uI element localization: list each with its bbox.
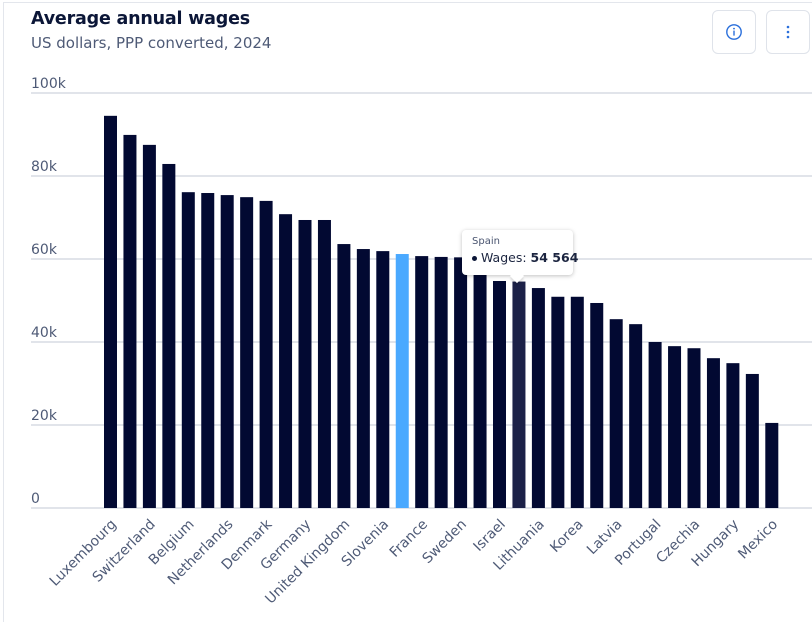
x-axis-labels: LuxembourgSwitzerlandBelgiumNetherlandsD… [47, 516, 781, 607]
chart-title: Average annual wages [31, 9, 250, 29]
bar-mexico[interactable] [765, 422, 779, 508]
y-tick-label: 0 [31, 491, 40, 507]
bar-sweden[interactable] [454, 257, 468, 508]
tooltip-country: Spain [472, 236, 500, 247]
tooltip: Spain Wages: 54 564 [462, 230, 578, 275]
tooltip-series-label: Wages: [481, 250, 531, 265]
more-vertical-icon [786, 25, 790, 39]
y-axis-ticks: 0 20k 40k 60k 80k 100k [31, 76, 67, 507]
x-tick-label: Luxembourg [47, 517, 120, 590]
bar-switzerland[interactable] [142, 144, 156, 508]
bar[interactable] [317, 219, 331, 509]
more-options-button[interactable] [766, 10, 810, 54]
bar-belgium[interactable] [181, 192, 195, 508]
y-tick-label: 20k [31, 408, 58, 424]
bars [104, 115, 779, 509]
bar[interactable] [745, 373, 759, 508]
bar[interactable] [473, 267, 487, 508]
x-tick-label: Mexico [735, 517, 781, 563]
bar[interactable] [356, 249, 370, 509]
info-icon [726, 24, 742, 40]
bar-israel[interactable] [493, 280, 506, 508]
tooltip-value-line: Wages: 54 564 [472, 250, 578, 265]
bar-slovenia[interactable] [376, 251, 390, 509]
bar-spain[interactable] [512, 281, 526, 508]
bar-hungary[interactable] [726, 363, 740, 508]
tooltip-value: 54 564 [530, 250, 579, 265]
bar-france[interactable] [415, 256, 429, 508]
series-marker-icon [472, 256, 477, 261]
bar-korea[interactable] [570, 296, 584, 508]
info-button[interactable] [712, 10, 756, 54]
bar[interactable] [668, 346, 682, 508]
chart-card [3, 2, 812, 622]
bar[interactable] [629, 324, 643, 508]
y-tick-label: 100k [31, 76, 67, 92]
bar[interactable] [279, 214, 293, 508]
bar-luxembourg[interactable] [104, 115, 117, 508]
bar-netherlands[interactable] [220, 195, 234, 508]
bar-czechia[interactable] [687, 348, 701, 508]
bar[interactable] [123, 134, 137, 509]
bar[interactable] [240, 197, 254, 509]
bar[interactable] [201, 193, 215, 508]
x-tick-label: Korea [547, 517, 586, 556]
bar[interactable] [434, 256, 448, 508]
bar[interactable] [395, 254, 409, 508]
bar-latvia[interactable] [609, 319, 623, 508]
chart-subtitle: US dollars, PPP converted, 2024 [31, 34, 272, 52]
bar[interactable] [706, 358, 720, 508]
bar[interactable] [162, 163, 176, 508]
bar-portugal[interactable] [648, 342, 662, 508]
y-tick-label: 80k [31, 159, 58, 175]
y-tick-label: 60k [31, 242, 58, 258]
bar-united-kingdom[interactable] [337, 244, 351, 508]
bar-germany[interactable] [298, 219, 312, 509]
bar[interactable] [590, 302, 604, 508]
bar-denmark[interactable] [259, 200, 273, 508]
bar-chart: 0 20k 40k 60k 80k 100k LuxembourgSwitzerlandB… [31, 76, 812, 607]
bar[interactable] [551, 296, 565, 508]
bar-lithuania[interactable] [531, 288, 545, 508]
y-tick-label: 40k [31, 325, 58, 341]
